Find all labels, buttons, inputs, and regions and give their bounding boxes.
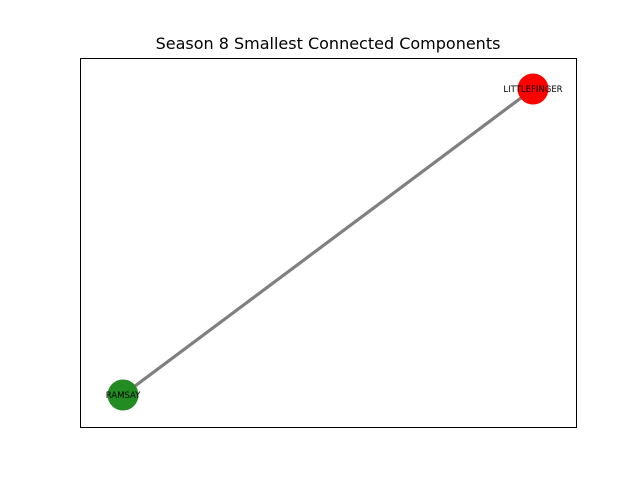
edge-ramsay-littlefinger [121,87,535,397]
node-marker-littlefinger [517,73,549,105]
node-label-ramsay: RAMSAY [106,391,141,401]
node-label-littlefinger: LITTLEFINGER [503,85,562,95]
node-marker-ramsay [107,379,139,411]
node-ramsay: RAMSAY [106,379,141,411]
plot-frame [80,58,577,428]
figure-title: Season 8 Smallest Connected Components [156,34,501,53]
node-littlefinger: LITTLEFINGER [503,73,563,105]
